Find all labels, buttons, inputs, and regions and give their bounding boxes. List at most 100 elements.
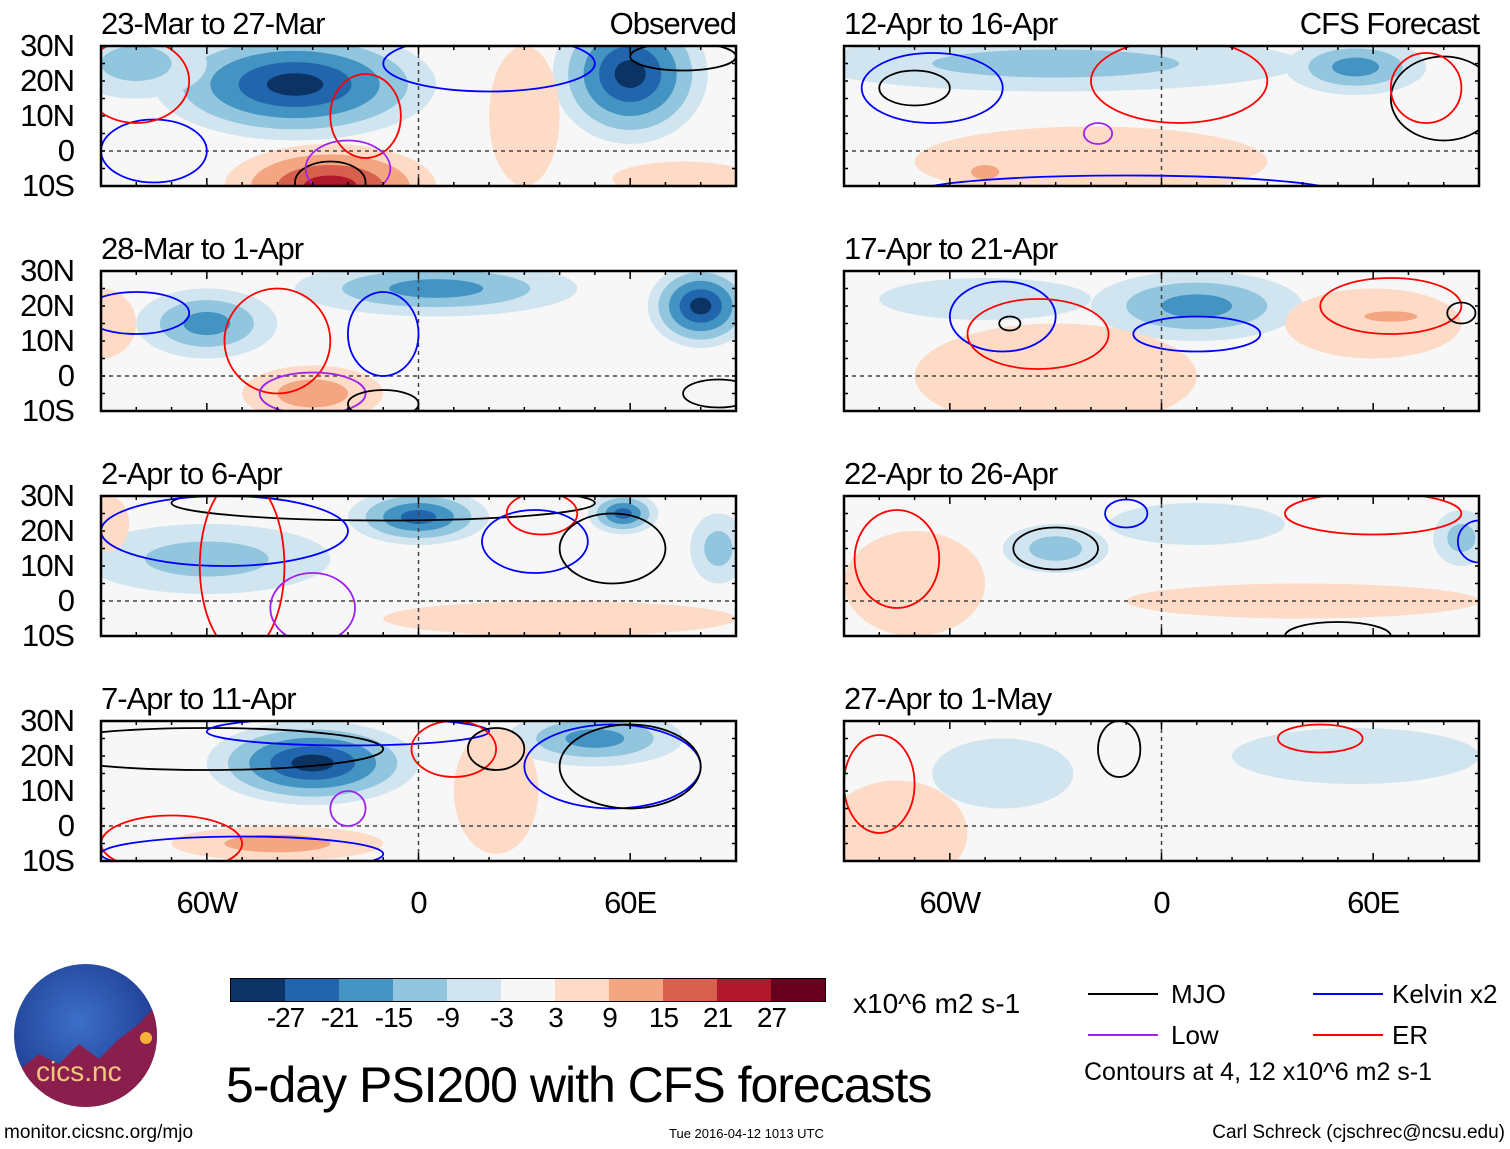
er-contour	[410, 721, 497, 778]
anomaly-shading	[1161, 294, 1233, 318]
lat-label: 30N	[20, 253, 75, 288]
anomaly-shading	[932, 738, 1074, 809]
anomaly-shading	[614, 60, 646, 88]
lat-label: 0	[57, 358, 75, 393]
anomaly-shading	[489, 46, 560, 186]
map-panel	[842, 269, 1481, 413]
lat-label: 10N	[20, 323, 75, 358]
colorbar-tick-label: -21	[320, 1002, 359, 1033]
er-contour	[101, 814, 243, 861]
mjo-contour	[998, 315, 1022, 332]
lat-label: 20N	[20, 288, 75, 323]
panel-title: 17-Apr to 21-Apr	[844, 231, 1058, 266]
anomaly-shading	[389, 279, 484, 298]
lat-label: 0	[57, 583, 75, 618]
colorbar-tick-label: -9	[436, 1002, 460, 1033]
anomaly-shading	[1332, 57, 1380, 77]
anomaly-shading	[879, 278, 1091, 320]
anomaly-shading	[277, 379, 348, 408]
kelvin-contour	[101, 496, 349, 567]
colorbar-tick-label: 21	[702, 1002, 733, 1033]
anomaly-shading	[145, 541, 269, 577]
figure-title: 5-day PSI200 with CFS forecasts	[226, 1057, 932, 1113]
anomaly-shading	[266, 73, 324, 96]
low-contour	[258, 371, 367, 411]
lat-label: 20N	[20, 513, 75, 548]
er-contour	[223, 287, 332, 395]
legend-er-label: ER	[1392, 1020, 1429, 1050]
anomaly-shading	[303, 175, 357, 186]
anomaly-shading	[1364, 311, 1418, 322]
low-contour	[1082, 122, 1114, 145]
mjo-contour	[294, 160, 367, 186]
colorbar-tick-label: 9	[602, 1002, 618, 1033]
kelvin-contour	[101, 835, 385, 861]
colorbar-tick-label: -3	[490, 1002, 514, 1033]
er-contour	[329, 73, 402, 159]
er-contour	[505, 496, 579, 536]
mjo-contour	[558, 512, 667, 585]
low-contour	[329, 790, 367, 827]
kelvin-contour	[101, 118, 208, 184]
low-contour	[304, 139, 392, 186]
map-panel	[99, 269, 738, 413]
kelvin-contour	[347, 291, 420, 377]
anomaly-shading	[690, 297, 712, 315]
kelvin-contour	[1132, 315, 1262, 353]
colorbar-swatch	[393, 979, 447, 1001]
legend-kelvin-line	[1313, 993, 1383, 995]
anomaly-shading	[612, 161, 736, 186]
source-url[interactable]: monitor.cicsnc.org/mjo	[4, 1122, 194, 1143]
lon-label: 0	[1153, 885, 1170, 920]
lat-label: 20N	[20, 738, 75, 773]
kelvin-contour	[948, 280, 1057, 353]
panel-title: 7-Apr to 11-Apr	[101, 681, 297, 716]
colorbar-swatch	[663, 979, 717, 1001]
panel-title: 28-Mar to 1-Apr	[101, 231, 304, 266]
map-panel	[842, 494, 1481, 638]
map-panel	[99, 494, 738, 638]
colorbar-swatch	[285, 979, 339, 1001]
mjo-contour	[170, 496, 596, 522]
map-panel	[842, 719, 1481, 863]
er-contour	[198, 496, 286, 636]
cics-logo: cics.nc	[14, 964, 157, 1107]
mjo-contour	[1097, 721, 1142, 778]
colorbar-swatch	[771, 979, 825, 1001]
anomaly-shading	[1029, 536, 1083, 561]
lat-label: 0	[57, 133, 75, 168]
lon-label: 0	[410, 885, 427, 920]
lon-label: 60W	[176, 885, 238, 920]
anomaly-shading	[565, 729, 625, 748]
mjo-contour	[1389, 55, 1479, 142]
er-contour	[101, 46, 191, 124]
colorbar-swatch	[609, 979, 663, 1001]
er-contour	[844, 734, 916, 834]
lat-label: 10S	[21, 843, 75, 878]
mjo-contour	[1446, 301, 1477, 325]
panel-title: 23-Mar to 27-Mar	[101, 6, 325, 41]
legend-er-line	[1313, 1034, 1383, 1036]
lat-label: 30N	[20, 703, 75, 738]
mjo-contour	[878, 69, 951, 107]
kelvin-contour	[101, 291, 191, 335]
anomaly-shading	[1447, 524, 1476, 552]
anomaly-shading	[291, 754, 334, 772]
low-contour	[269, 572, 356, 636]
lon-label: 60E	[604, 885, 657, 920]
anomaly-shading	[383, 601, 736, 636]
anomaly-shading	[101, 46, 172, 81]
panel-title: 12-Apr to 16-Apr	[844, 6, 1058, 41]
mjo-contour	[466, 727, 526, 771]
kelvin-contour	[481, 509, 589, 574]
map-panel	[842, 44, 1481, 188]
anomaly-shading	[704, 531, 733, 566]
colorbar-tick-label: 27	[756, 1002, 787, 1033]
kelvin-contour	[927, 174, 1325, 186]
lat-label: 20N	[20, 63, 75, 98]
logo-text: cics.nc	[36, 1056, 122, 1087]
anomaly-shading	[101, 288, 137, 359]
er-contour	[1090, 46, 1269, 124]
lat-label: 30N	[20, 478, 75, 513]
anomaly-shading	[1108, 503, 1285, 545]
